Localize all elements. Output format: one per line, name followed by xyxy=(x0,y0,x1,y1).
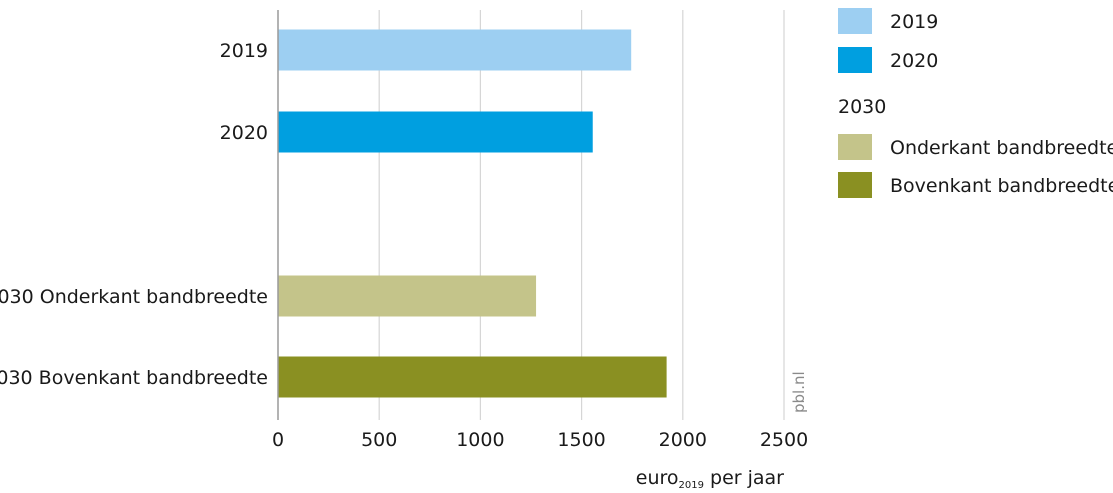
legend-label-2019: 2019 xyxy=(890,11,938,33)
category-label-2019: 2019 xyxy=(220,40,268,62)
x-tick-label-2000: 2000 xyxy=(659,429,707,451)
legend-group-heading: 2030 xyxy=(838,96,886,118)
x-tick-label-0: 0 xyxy=(272,429,284,451)
x-tick-label-1500: 1500 xyxy=(557,429,605,451)
legend-label-2020: 2020 xyxy=(890,50,938,72)
x-tick-label-1000: 1000 xyxy=(456,429,504,451)
legend-swatch-onderkant xyxy=(838,134,872,160)
bars xyxy=(278,29,667,398)
legend: 2019 2020 2030 Onderkant bandbreedte Bov… xyxy=(838,8,1113,198)
category-label-2030-onderkant-bandbreedte: 2030 Onderkant bandbreedte xyxy=(0,286,268,308)
x-tick-label-2500: 2500 xyxy=(760,429,808,451)
x-tick-label-500: 500 xyxy=(361,429,397,451)
source-label: pbl.nl xyxy=(790,371,808,413)
legend-swatch-bovenkant xyxy=(838,172,872,198)
category-label-2020: 2020 xyxy=(220,122,268,144)
legend-swatch-2019 xyxy=(838,8,872,34)
grid-lines xyxy=(378,10,785,420)
x-tick-labels: 0 500 1000 1500 2000 2500 xyxy=(272,429,808,451)
category-labels: 2019 2020 2030 Onderkant bandbreedte 2030 B… xyxy=(0,40,268,389)
bar-2020 xyxy=(278,111,593,153)
category-label-2030-bovenkant-bandbreedte: 2030 Bovenkant bandbreedte xyxy=(0,367,268,389)
legend-label-onderkant: Onderkant bandbreedte xyxy=(890,137,1113,159)
legend-swatch-2020 xyxy=(838,47,872,73)
bar-2030-bovenkant-bandbreedte xyxy=(278,356,667,398)
x-axis-title: euro2019 per jaar xyxy=(636,467,784,491)
bar-2019 xyxy=(278,29,632,71)
legend-label-bovenkant: Bovenkant bandbreedte xyxy=(890,175,1113,197)
bar-2030-onderkant-bandbreedte xyxy=(278,275,537,317)
